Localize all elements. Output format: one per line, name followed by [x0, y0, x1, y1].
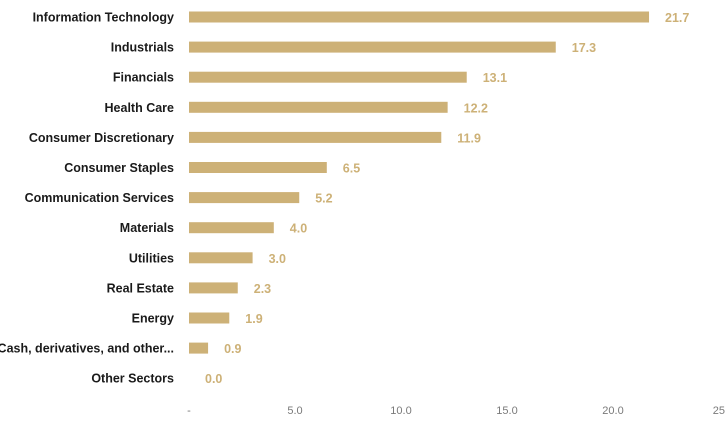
x-tick-label: 15.0	[496, 405, 517, 417]
x-tick-label: -	[187, 405, 191, 417]
bar	[189, 131, 442, 143]
bar	[189, 101, 448, 113]
bar	[189, 192, 300, 204]
bar	[189, 41, 556, 53]
value-label: 0.9	[224, 342, 241, 356]
value-label: 4.0	[290, 222, 307, 236]
bar	[189, 11, 650, 23]
category-label: Industrials	[111, 41, 174, 55]
value-labels: 21.7 17.3 13.1 12.2 11.9 6.5 5.2 4.0 3.0 2.3 1.9 0.…	[205, 11, 689, 386]
value-label: 13.1	[483, 71, 507, 85]
category-label: Materials	[120, 221, 174, 235]
bar	[189, 342, 209, 354]
value-label: 12.2	[464, 101, 488, 115]
x-tick-label: 5.0	[287, 405, 302, 417]
x-axis-tick-labels: - 5.0 10.0 15.0 20.0 25	[187, 405, 725, 417]
value-label: 6.5	[343, 162, 360, 176]
bar	[189, 282, 238, 294]
category-label: Communication Services	[25, 191, 174, 205]
category-label: Real Estate	[107, 281, 174, 295]
category-label: Utilities	[129, 251, 174, 265]
x-tick-label: 10.0	[390, 405, 411, 417]
value-label: 17.3	[572, 41, 596, 55]
value-label: 3.0	[269, 252, 286, 266]
category-label: Energy	[132, 312, 174, 326]
bar	[189, 71, 467, 83]
value-label: 1.9	[245, 312, 262, 326]
value-label: 0.0	[205, 372, 222, 386]
value-label: 21.7	[665, 11, 689, 25]
bar	[189, 312, 230, 324]
value-label: 5.2	[315, 192, 332, 206]
bar	[189, 222, 274, 234]
value-label: 2.3	[254, 282, 271, 296]
bars	[189, 11, 650, 354]
x-tick-label: 20.0	[602, 405, 623, 417]
category-label: Health Care	[105, 101, 175, 115]
bar	[189, 252, 253, 264]
bar	[189, 162, 327, 173]
category-label: Information Technology	[33, 11, 174, 25]
category-label: Cash, derivatives, and other...	[0, 342, 174, 356]
value-label: 11.9	[457, 131, 481, 145]
category-labels: Information Technology Industrials Financi…	[0, 11, 174, 386]
category-label: Financials	[113, 71, 174, 85]
category-label: Consumer Discretionary	[29, 131, 174, 145]
category-label: Other Sectors	[91, 372, 174, 386]
x-tick-label: 25	[713, 405, 725, 417]
category-label: Consumer Staples	[64, 161, 174, 175]
